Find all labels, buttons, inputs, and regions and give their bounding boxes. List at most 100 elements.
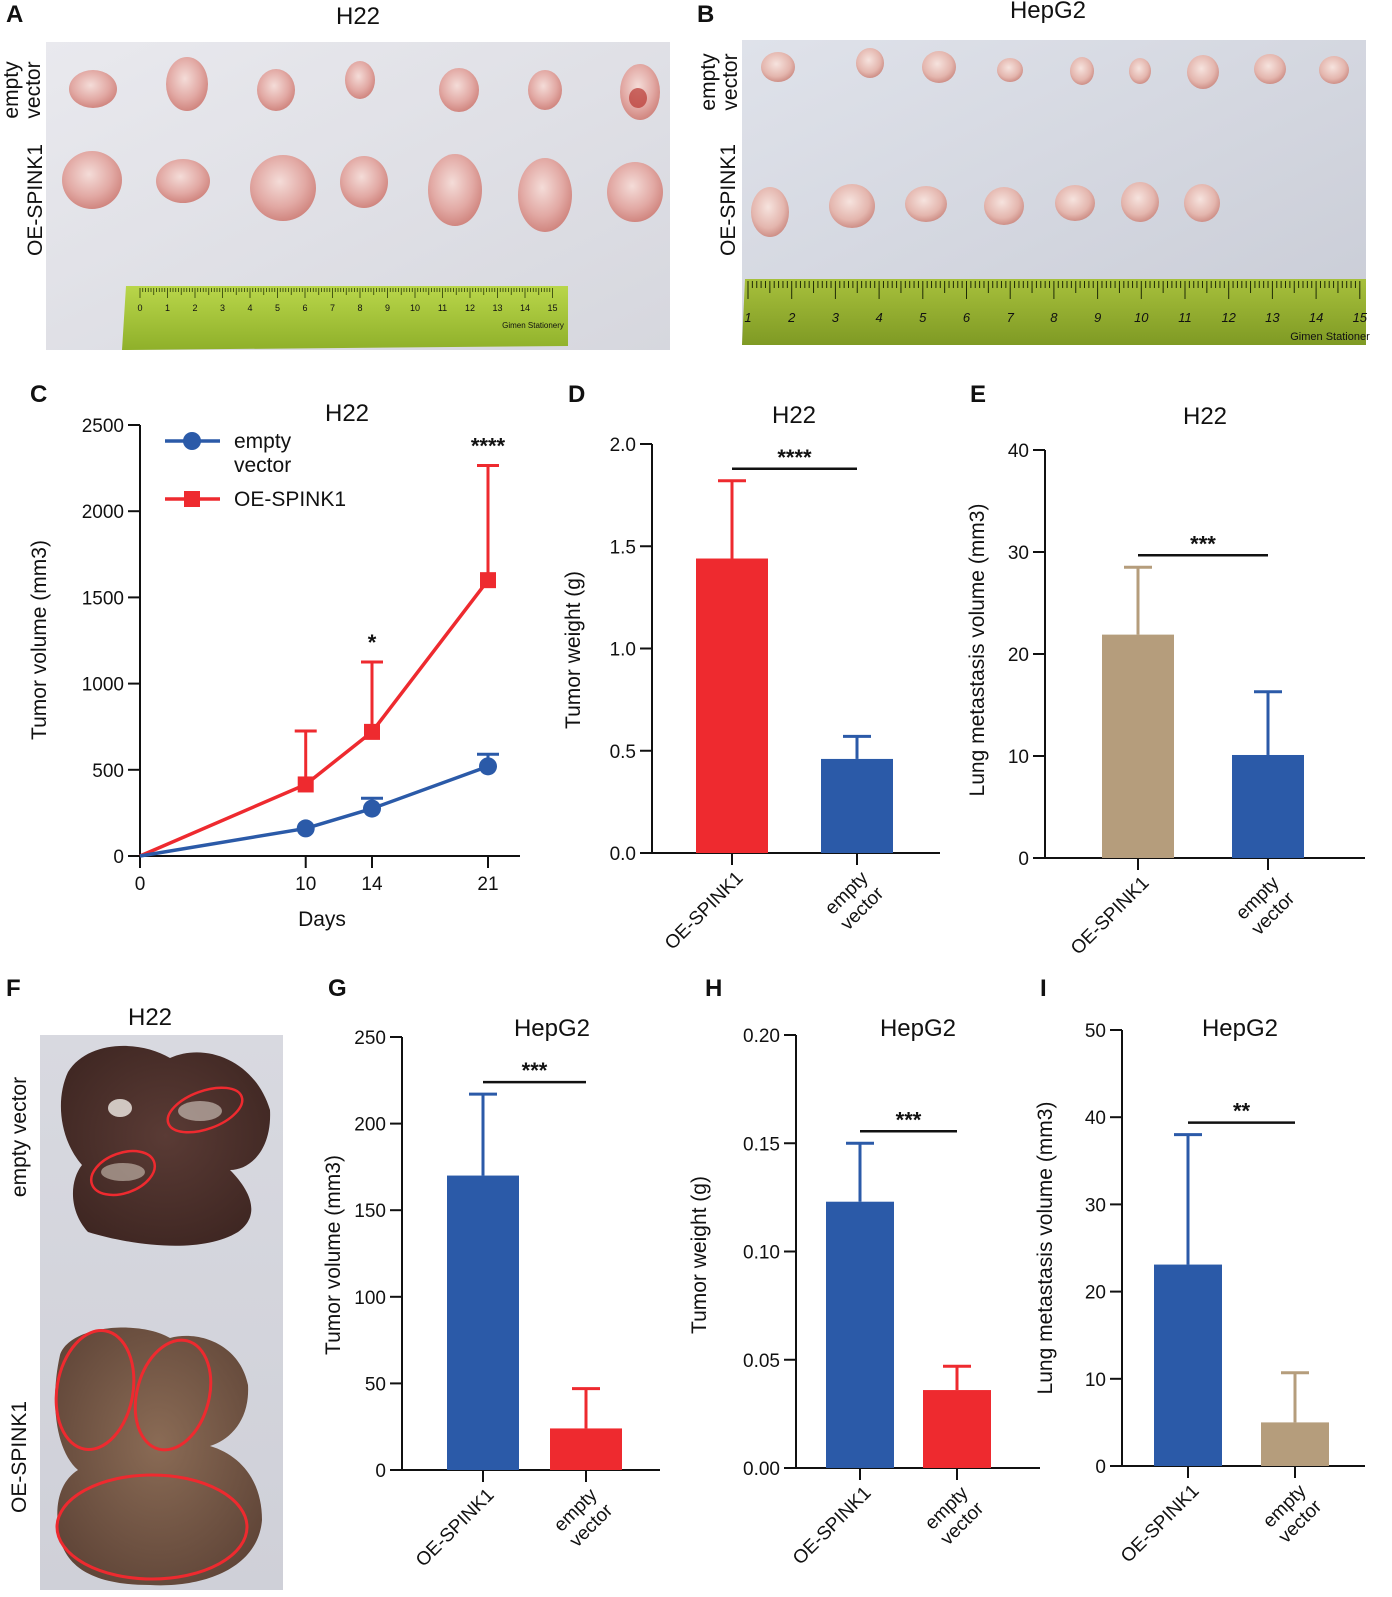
x-tick-label: OE-SPINK1 [1117,1481,1204,1568]
y-tick-label: 0 [1018,849,1029,870]
metastasis-circle [89,1149,157,1197]
tumor [1319,56,1349,84]
panel-label-c: C [30,381,47,408]
tumor [156,159,210,203]
ruler-body [122,286,568,350]
y-axis-label: Tumor volume (mm3) [322,1155,345,1355]
panel-label-e: E [970,381,986,408]
y-tick-label: 2500 [82,416,124,437]
data-point [297,776,314,793]
y-tick-label: 0.10 [743,1243,780,1264]
x-tick-label: emptyvector [1259,1480,1326,1547]
tumor [340,156,388,208]
tumor [1254,54,1286,84]
panel-f-row-label-oe: OE-SPINK1 [8,1401,31,1513]
panel-a-row-label-empty: emptyvector [0,61,45,119]
significance-marker: *** [896,1107,922,1132]
y-tick-label: 40 [1008,441,1029,462]
y-tick-label: 20 [1008,645,1029,666]
y-tick-label: 0 [1095,1457,1106,1478]
y-tick-label: 0.00 [743,1459,780,1480]
x-tick-label: 21 [477,874,498,895]
y-tick-label: 10 [1008,747,1029,768]
liver-empty-vector [60,1045,271,1246]
tumor [518,158,572,232]
y-axis-label: Tumor weight (g) [562,571,585,729]
x-tick-label: emptyvector [550,1484,617,1551]
ruler-brand: Gimen Stationery [502,321,564,330]
ruler-number: 4 [247,303,252,313]
ruler-number: 9 [385,303,390,313]
panel-label-a: A [6,1,23,28]
tumor [761,52,795,82]
panel-g-chart: G HepG2 Tumor volume (mm3) 0 50 100 150 200 250 O… [322,975,660,1571]
tumor [1184,184,1220,222]
chart-title: HepG2 [1202,1015,1278,1042]
x-tick-label: 10 [295,874,316,895]
panel-label-i: I [1040,975,1047,1002]
y-tick-label: 0.0 [610,844,636,865]
y-tick-label: 1000 [82,675,124,696]
data-point [480,572,496,589]
y-tick-label: 2000 [82,502,124,523]
y-tick-label: 30 [1085,1195,1106,1216]
y-tick-label: 1.5 [610,537,636,558]
y-tick-label: 250 [354,1028,386,1049]
y-tick-label: 1.0 [610,640,636,661]
panel-c-chart: C H22 Tumor volume (mm3) 0 500 1000 1500 2000 25… [28,381,520,931]
y-tick-label: 150 [354,1201,386,1222]
ruler-number: 6 [963,310,971,325]
ruler-number: 0 [137,303,142,313]
x-tick-label: 0 [135,874,146,895]
bar [826,1201,894,1468]
y-tick-label: 0 [113,847,124,868]
ruler-number: 10 [1134,310,1149,325]
metastasis-nodule [178,1101,222,1121]
panel-label-f: F [6,975,21,1002]
y-axis-label: Tumor volume (mm3) [28,540,51,740]
metastasis-circle [133,1338,213,1452]
liver-oe-spink1 [54,1327,263,1586]
y-tick-label: 2.0 [610,435,636,456]
tumor [1070,57,1094,85]
ruler-ticks: 1 2 3 4 5 6 7 8 9 10 11 12 13 14 15 [744,281,1368,325]
series-line [139,764,489,858]
y-axis-label: Lung metastasis volume (mm3) [1034,1102,1057,1395]
ruler-number: 8 [1050,310,1058,325]
ruler-number: 10 [410,303,420,313]
y-tick-label: 10 [1085,1370,1106,1391]
tumor [1129,58,1151,84]
ruler-number: 7 [330,303,335,313]
ruler-number: 12 [465,303,475,313]
x-tick-label: OE-SPINK1 [412,1485,499,1572]
tumor [829,184,875,228]
x-tick-label: OE-SPINK1 [789,1483,876,1570]
data-point [363,799,381,818]
metastasis-nodule [101,1163,145,1181]
ruler-number: 1 [165,303,170,313]
significance-marker: *** [1190,531,1216,556]
liver-lobes [60,1045,271,1246]
ruler-number: 3 [832,310,840,325]
panel-f: F H22 empty vector OE-SPINK1 [6,975,283,1590]
ruler-number: 3 [220,303,225,313]
ruler-ticks: 0 1 2 3 4 5 6 7 8 9 10 11 12 13 14 15 [137,288,558,313]
ruler-number: 11 [438,303,447,313]
panel-a-tumors-empty [69,57,660,120]
y-tick-label: 40 [1085,1108,1106,1129]
significance-marker: **** [777,445,812,470]
panel-a-row-label-oe: OE-SPINK1 [24,144,47,256]
bar [447,1175,519,1470]
panel-b-ruler: 1 2 3 4 5 6 7 8 9 10 11 12 13 14 15 Gimen Stationer [742,279,1370,345]
panel-b-title: HepG2 [1010,0,1086,24]
tumor [1121,182,1159,222]
ruler-number: 7 [1007,310,1015,325]
panel-a-tumors-oe [62,151,663,232]
bar [821,758,893,853]
metastasis-nodule [108,1099,132,1117]
tumor [1187,55,1219,89]
ruler-number: 1 [744,310,751,325]
tumor [607,162,663,222]
panel-b-tumors-oe [751,182,1220,237]
